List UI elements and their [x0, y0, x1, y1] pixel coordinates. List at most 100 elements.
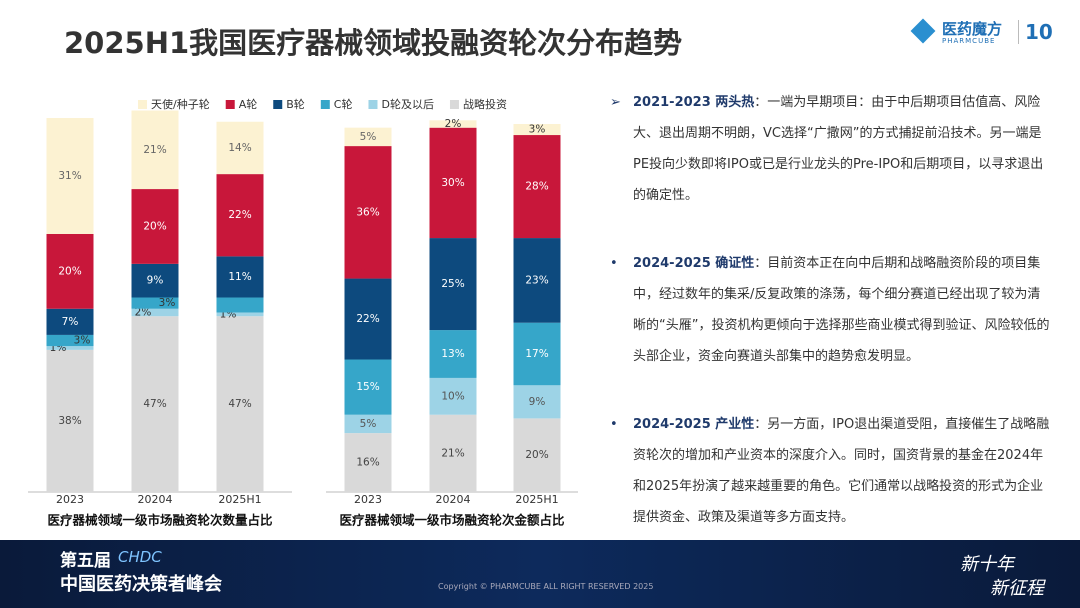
- bullet-marker: •: [610, 256, 618, 271]
- logo-text: 医药魔方: [942, 20, 1003, 38]
- bar-segment: [344, 127, 392, 147]
- data-label: 5%: [360, 418, 377, 430]
- bar-segment: [513, 322, 561, 386]
- data-label: 25%: [441, 278, 464, 290]
- bullet-body: ：另一方面，IPO退出渠道受阻，直接催生了战略融资轮次的增加和产业资本的深度介入…: [633, 417, 1050, 525]
- legend-label: A轮: [239, 97, 258, 111]
- bar-segment: [216, 312, 264, 317]
- x-tick-label: 2023: [56, 493, 84, 506]
- data-label: 13%: [441, 348, 464, 360]
- bullet-marker: •: [610, 417, 618, 432]
- event-edition: 第五届: [60, 551, 111, 571]
- bullet-text: 2024-2025 产业性：另一方面，IPO退出渠道受阻，直接催生了战略融资轮次…: [633, 409, 1050, 533]
- legend-label: D轮及以后: [381, 97, 433, 111]
- data-label: 3%: [74, 335, 91, 347]
- logo-icon: [910, 18, 936, 44]
- legend-swatch: [273, 100, 283, 109]
- data-label: 21%: [143, 144, 166, 156]
- bar-segment: [216, 174, 264, 257]
- legend-swatch: [138, 100, 147, 109]
- bar-segment: [429, 120, 477, 128]
- data-label: 20%: [143, 220, 166, 232]
- data-label: 2%: [135, 306, 152, 318]
- bar-segment: [131, 297, 179, 309]
- bar-segment: [513, 124, 561, 136]
- bullet: ➢ 2021-2023 两头热：一端为早期项目：由于中后期项目估值高、风险大、退出…: [610, 87, 1050, 211]
- data-label: 15%: [356, 381, 379, 393]
- bar-segment: [131, 316, 179, 492]
- legend-swatch: [449, 100, 459, 109]
- chart-title: 医疗器械领域一级市场融资轮次金额占比: [339, 513, 565, 528]
- anniversary: 10: [1018, 20, 1053, 44]
- data-label: 47%: [143, 398, 166, 410]
- bar-segment: [429, 330, 477, 378]
- bar-segment: [429, 414, 477, 492]
- bullet: • 2024-2025 产业性：另一方面，IPO退出渠道受阻，直接催生了战略融资轮…: [610, 409, 1050, 533]
- chart-title: 医疗器械领域一级市场融资轮次数量占比: [47, 513, 273, 528]
- bullet-text: 2024-2025 确证性：目前资本正在向中后期和战略融资阶段的项目集中，经过数…: [633, 248, 1050, 372]
- legend-label: B轮: [286, 97, 305, 111]
- data-label: 22%: [356, 313, 379, 325]
- bullet-marker: ➢: [610, 95, 621, 110]
- data-label: 30%: [441, 177, 464, 189]
- data-label: 47%: [228, 398, 251, 410]
- bar-segment: [46, 346, 94, 350]
- bullet-heading: 2024-2025 确证性: [633, 256, 755, 271]
- bar-segment: [216, 316, 264, 492]
- legend-swatch: [320, 100, 330, 109]
- bar-segment: [513, 135, 561, 239]
- bullet-text: 2021-2023 两头热：一端为早期项目：由于中后期项目估值高、风险大、退出周…: [633, 87, 1050, 211]
- bar-segment: [216, 297, 264, 313]
- bar-segment: [46, 334, 94, 347]
- event-brand: CHDC: [118, 548, 162, 566]
- data-label: 16%: [356, 457, 379, 469]
- bullet-heading: 2024-2025 产业性: [633, 417, 755, 432]
- data-label: 21%: [441, 447, 464, 459]
- bar-segment: [344, 359, 392, 415]
- data-label: 23%: [525, 274, 548, 286]
- slogan: 新征程: [990, 578, 1044, 599]
- data-label: 17%: [525, 348, 548, 360]
- data-label: 14%: [228, 142, 251, 154]
- bullet-body: ：一端为早期项目：由于中后期项目估值高、风险大、退出周期不明朗，VC选择“广撒网…: [633, 95, 1044, 203]
- legend-swatch: [225, 100, 235, 109]
- bar-segment: [131, 110, 179, 190]
- footer: 第五届 CHDC 中国医药决策者峰会 Copyright © PHARMCUBE…: [0, 540, 1080, 608]
- bar-segment: [513, 385, 561, 419]
- data-label: 9%: [529, 396, 546, 408]
- data-label: 22%: [228, 209, 251, 221]
- logo-sub: PHARMCUBE: [942, 37, 996, 45]
- bar-segment: [46, 118, 94, 234]
- bar-segment: [46, 233, 94, 309]
- bar-segment: [344, 414, 392, 434]
- data-label: 3%: [159, 297, 176, 309]
- bar-segment: [513, 418, 561, 492]
- data-label: 20%: [525, 449, 548, 461]
- bullet: • 2024-2025 确证性：目前资本正在向中后期和战略融资阶段的项目集中，经过…: [610, 248, 1050, 372]
- bullet-body: ：目前资本正在向中后期和战略融资阶段的项目集中，经过数年的集采/反复政策的涤荡，…: [633, 256, 1050, 364]
- slogan: 新十年: [960, 554, 1014, 575]
- data-label: 5%: [360, 131, 377, 143]
- legend-label: 天使/种子轮: [151, 97, 210, 111]
- slide-title: 2025H1我国医疗器械领域投融资轮次分布趋势: [64, 26, 683, 60]
- x-tick-label: 20204: [138, 493, 173, 506]
- bar-segment: [46, 349, 94, 492]
- x-tick-label: 2025H1: [515, 493, 558, 506]
- legend-label: 战略投资: [463, 97, 507, 111]
- x-tick-label: 20204: [436, 493, 471, 506]
- data-label: 38%: [58, 415, 81, 427]
- bar-segment: [344, 278, 392, 360]
- bar-segment: [513, 238, 561, 323]
- data-label: 9%: [147, 275, 164, 287]
- data-label: 11%: [228, 271, 251, 283]
- data-label: 31%: [58, 170, 81, 182]
- bar-segment: [131, 263, 179, 298]
- bar-segment: [216, 256, 264, 298]
- data-label: 36%: [356, 206, 379, 218]
- data-label: 20%: [58, 265, 81, 277]
- x-tick-label: 2023: [354, 493, 382, 506]
- bar-segment: [429, 238, 477, 331]
- event-name: 中国医药决策者峰会: [60, 574, 222, 595]
- bullet-heading: 2021-2023 两头热: [633, 95, 755, 110]
